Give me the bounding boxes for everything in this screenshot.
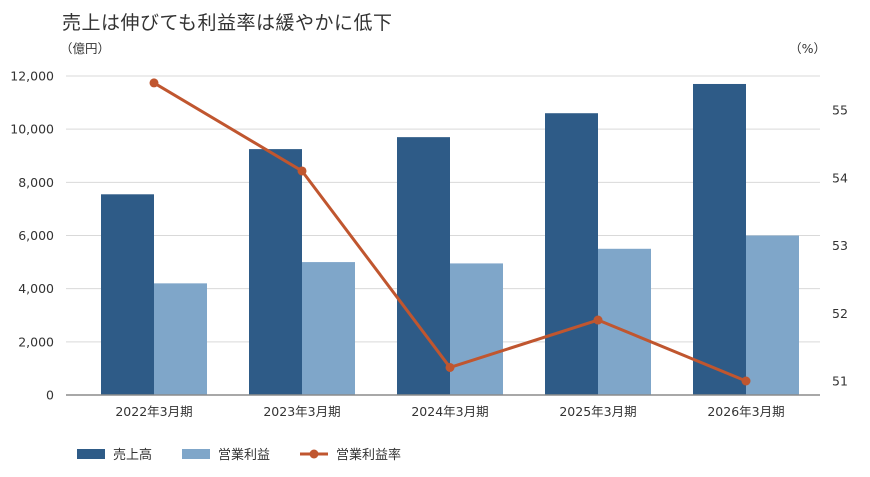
y-right-tick-label: 55: [832, 103, 848, 118]
y-left-tick-label: 10,000: [10, 122, 54, 137]
series-point: [149, 78, 159, 88]
y-left-tick-label: 4,000: [18, 281, 54, 296]
legend-label: 営業利益: [218, 447, 270, 463]
y-right-tick-label: 52: [832, 306, 848, 321]
bar: [154, 283, 207, 395]
legend-label: 売上高: [113, 447, 152, 463]
y-right-tick-label: 51: [832, 374, 848, 389]
y-right-tick-label: 53: [832, 238, 848, 253]
x-tick-label: 2024年3月期: [411, 404, 488, 419]
y-left-tick-label: 8,000: [18, 175, 54, 190]
bar: [450, 263, 503, 395]
series-point: [445, 362, 455, 372]
legend-swatch-marker: [309, 449, 319, 459]
series-point: [593, 315, 603, 325]
x-tick-label: 2022年3月期: [115, 404, 192, 419]
bar: [598, 248, 651, 395]
bar: [545, 113, 598, 395]
bar: [397, 137, 450, 395]
x-tick-label: 2026年3月期: [707, 404, 784, 419]
y-right-unit: （%）: [789, 41, 826, 56]
bar: [249, 149, 302, 395]
y-left-tick-label: 0: [46, 388, 54, 403]
bar: [746, 235, 799, 395]
y-left-unit: （億円）: [60, 41, 110, 56]
legend-swatch: [182, 449, 210, 459]
bar: [693, 83, 746, 395]
y-right-tick-label: 54: [832, 170, 848, 185]
bar: [302, 262, 355, 395]
series-point: [297, 166, 307, 176]
x-tick-label: 2025年3月期: [559, 404, 636, 419]
series-point: [741, 376, 751, 386]
x-tick-label: 2023年3月期: [263, 404, 340, 419]
legend-swatch: [77, 449, 105, 459]
y-left-tick-label: 6,000: [18, 228, 54, 243]
y-left-tick-label: 2,000: [18, 334, 54, 349]
bar: [101, 194, 154, 395]
chart-title: 売上は伸びても利益率は緩やかに低下: [62, 12, 393, 34]
y-left-tick-label: 12,000: [10, 69, 54, 84]
legend-label: 営業利益率: [336, 447, 401, 463]
